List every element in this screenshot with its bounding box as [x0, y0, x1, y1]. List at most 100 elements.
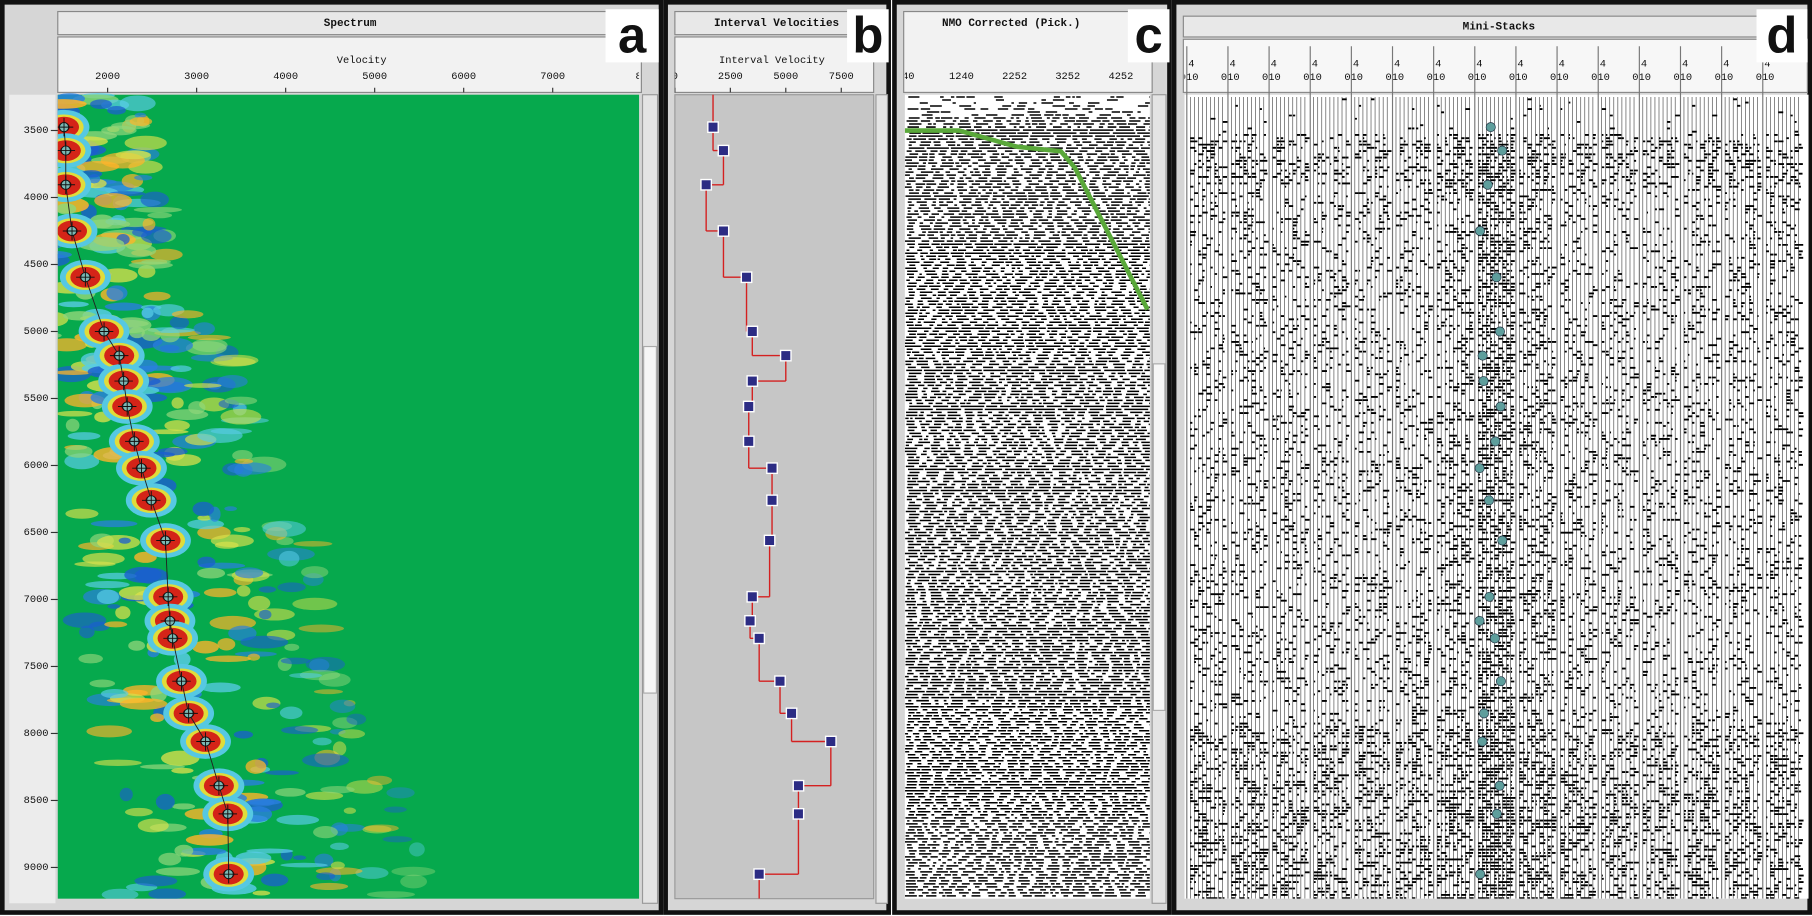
offset-label: 3252: [1055, 71, 1080, 83]
stack-pick: [1491, 272, 1502, 283]
semblance-blob: [86, 725, 133, 738]
interval-pick: [740, 271, 753, 284]
semblance-blob: [312, 737, 332, 746]
y-tick-label: 4500: [24, 259, 49, 271]
semblance-blob: [236, 585, 251, 597]
interval-pick: [746, 375, 759, 387]
semblance-blob: [233, 527, 251, 533]
spectrum-layer: 2000 3000 4000 5000 6000 7000 80: [57, 71, 639, 899]
trace-wiggles: [1519, 98, 1557, 899]
pick-cross: [156, 531, 175, 550]
pick-cross: [57, 175, 76, 195]
semblance-blob: [106, 285, 128, 301]
x-tick-label: 3000: [184, 71, 209, 83]
semblance-blob: [232, 450, 253, 461]
semblance-blob: [310, 882, 349, 890]
interval-pick: [766, 462, 778, 475]
nmo-velocity-curve: [904, 128, 1150, 311]
pick-cross: [94, 322, 114, 341]
column-label: 010: [1262, 72, 1281, 84]
semblance-blob: [292, 597, 338, 611]
semblance-blob: [262, 520, 306, 537]
semblance-blob: [155, 793, 175, 810]
semblance-blob: [134, 174, 153, 181]
axis-header: [674, 36, 875, 93]
semblance-blob: [94, 193, 133, 209]
semblance-blob: [170, 365, 192, 373]
axis-header: [903, 10, 1153, 93]
pick-cross: [163, 629, 182, 648]
semblance-blob: [210, 534, 254, 548]
pick-cross: [158, 587, 178, 607]
semblance-blob: [67, 432, 101, 440]
stack-pick: [1495, 676, 1506, 687]
semblance-blob: [281, 726, 319, 735]
stack-pick: [1474, 615, 1485, 626]
axis-header: [1182, 38, 1808, 93]
y-tick-label: 9000: [24, 862, 49, 874]
label-box: [1756, 9, 1808, 63]
semblance-blob: [133, 206, 183, 213]
semblance-blob: [143, 291, 171, 301]
offset-label: 4252: [1108, 71, 1133, 83]
semblance-blob: [150, 713, 165, 723]
semblance-blob: [309, 658, 330, 672]
semblance-blob: [343, 807, 356, 814]
trace-wiggles: [1313, 98, 1352, 899]
column-label: 010: [1468, 72, 1487, 84]
semblance-blob: [169, 316, 190, 329]
semblance-blob: [259, 609, 272, 620]
column-label: 010: [1715, 72, 1734, 84]
semblance-blob: [171, 803, 196, 810]
scrollbar[interactable]: [875, 94, 889, 904]
stack-pick: [1477, 350, 1488, 361]
semblance-blob: [107, 106, 126, 115]
pick-cross: [142, 491, 161, 510]
semblance-blob: [289, 672, 322, 679]
semblance-blob: [158, 852, 182, 866]
interval-pick: [779, 349, 792, 362]
pick-cross: [57, 141, 76, 160]
semblance-blob: [382, 836, 413, 843]
stack-pick: [1489, 633, 1500, 644]
semblance-blob: [279, 706, 303, 720]
stack-pick: [1497, 535, 1508, 546]
scroll-thumb[interactable]: [643, 345, 657, 694]
semblance-blob: [129, 326, 145, 339]
column-label: 4: [1229, 58, 1235, 70]
y-tick-label: 8500: [24, 795, 49, 807]
semblance-blob: [280, 657, 311, 665]
semblance-blob: [298, 624, 345, 633]
pick-cross: [76, 267, 95, 287]
panel-title: NMO Corrected (Pick.): [942, 18, 1080, 30]
semblance-blob: [276, 814, 320, 825]
interval-pick: [717, 225, 730, 237]
column-label: 010: [1756, 72, 1775, 84]
scroll-thumb[interactable]: [1152, 363, 1166, 711]
semblance-blob: [188, 401, 206, 415]
semblance-blob: [58, 301, 89, 308]
semblance-blob: [125, 807, 153, 817]
axis-label: Interval Velocity: [719, 55, 825, 67]
semblance-blob: [62, 612, 107, 629]
label-box: [1127, 9, 1170, 63]
y-tick-label: 5000: [24, 326, 49, 338]
semblance-blob: [220, 408, 262, 425]
semblance-blob: [193, 322, 215, 336]
column-label: 010: [1344, 72, 1363, 84]
column-label: 4: [1600, 58, 1606, 70]
stack-pick: [1484, 495, 1494, 506]
semblance-blob: [74, 561, 116, 567]
semblance-blob: [245, 759, 267, 774]
semblance-blob: [118, 537, 131, 544]
column-label: 010: [1673, 72, 1692, 84]
semblance-blob: [224, 396, 258, 405]
column-label: 4: [1476, 58, 1482, 70]
column-label: 010: [1180, 72, 1199, 84]
semblance-blob: [171, 310, 204, 319]
semblance-blob: [252, 890, 271, 896]
semblance-blob: [197, 427, 243, 443]
semblance-blob: [197, 567, 226, 579]
x-tick-label: 5000: [773, 71, 798, 83]
